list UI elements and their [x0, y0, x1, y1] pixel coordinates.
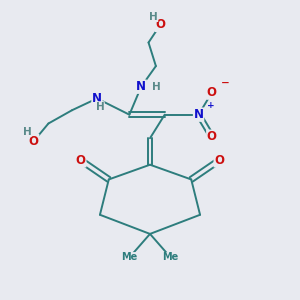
Text: −: −	[221, 78, 230, 88]
Text: O: O	[214, 154, 224, 167]
Text: O: O	[207, 86, 217, 99]
Text: Me: Me	[121, 253, 137, 262]
Text: +: +	[207, 101, 214, 110]
Text: H: H	[149, 12, 158, 22]
Text: N: N	[92, 92, 102, 105]
Text: O: O	[207, 130, 217, 143]
Text: N: N	[194, 108, 204, 121]
Text: N: N	[136, 80, 146, 93]
Text: O: O	[76, 154, 86, 167]
Text: H: H	[95, 102, 104, 112]
Text: H: H	[152, 82, 161, 92]
Text: Me: Me	[163, 253, 179, 262]
Text: O: O	[155, 18, 165, 32]
Text: O: O	[29, 135, 39, 148]
Text: H: H	[22, 127, 31, 137]
